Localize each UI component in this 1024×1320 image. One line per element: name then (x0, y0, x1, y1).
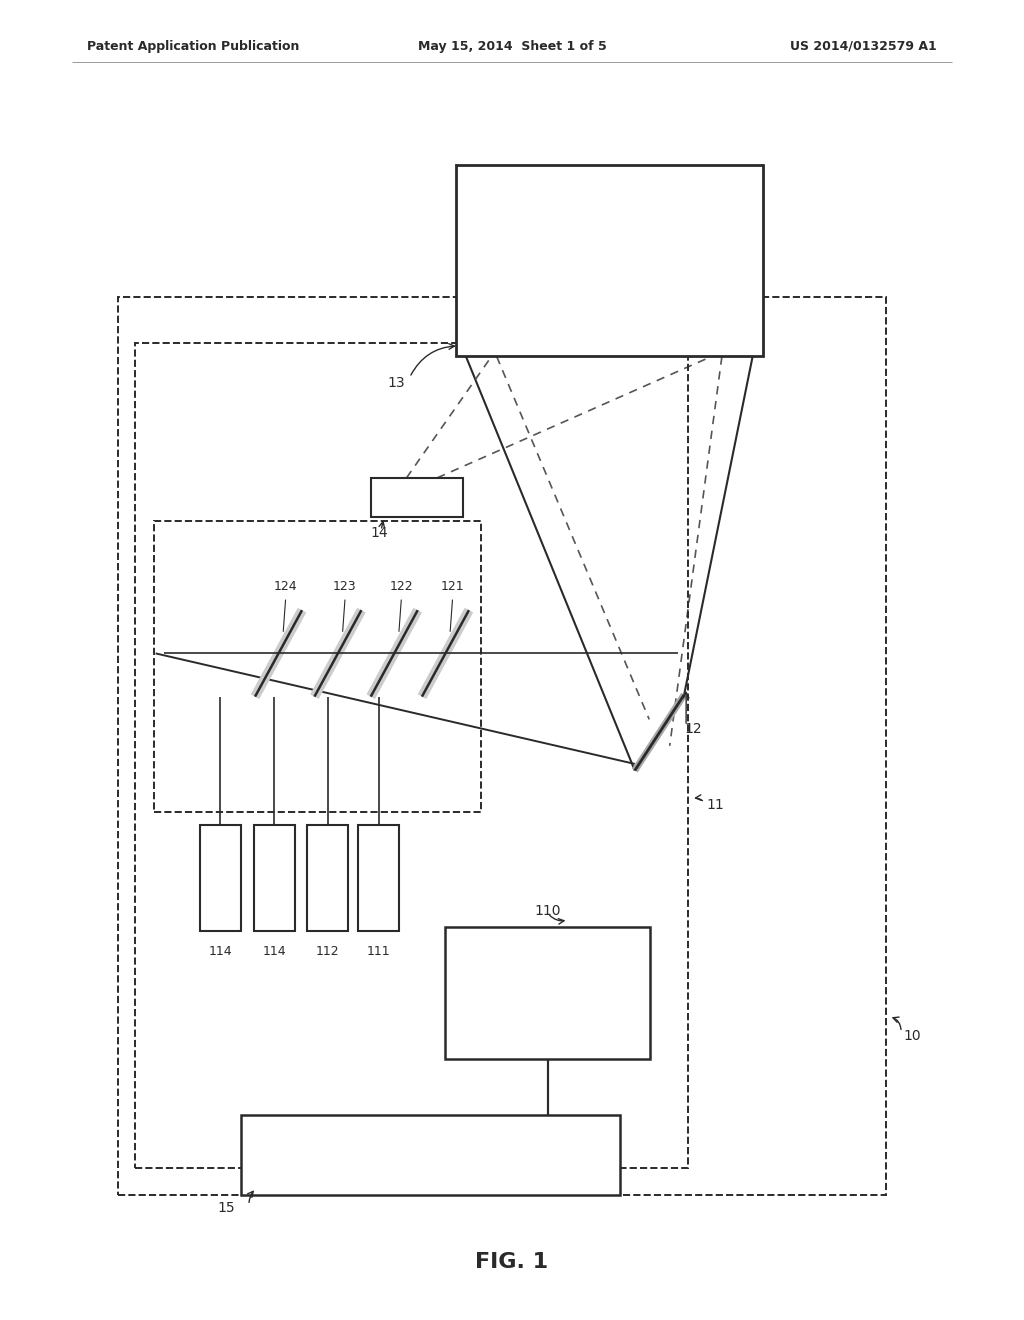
Bar (135, 343, 688, 1168)
Bar (241, 1115, 620, 1195)
Text: 10: 10 (903, 1030, 921, 1043)
Text: 123: 123 (333, 579, 356, 593)
Text: 12: 12 (684, 722, 701, 735)
Text: US 2014/0132579 A1: US 2014/0132579 A1 (791, 40, 937, 53)
Text: Patent Application Publication: Patent Application Publication (87, 40, 299, 53)
Bar (371, 478, 463, 517)
Bar (445, 927, 650, 1059)
Bar (456, 165, 763, 356)
Text: 121: 121 (440, 579, 464, 593)
Bar (307, 825, 348, 931)
Bar (358, 825, 399, 931)
Text: 15: 15 (218, 1201, 236, 1214)
Bar (254, 825, 295, 931)
Text: 13: 13 (387, 376, 404, 389)
Text: 114: 114 (262, 945, 287, 958)
Text: 14: 14 (371, 527, 388, 540)
Text: 111: 111 (367, 945, 391, 958)
Bar (154, 521, 481, 812)
Bar (200, 825, 241, 931)
Text: 11: 11 (707, 799, 724, 812)
Text: 110: 110 (535, 904, 561, 917)
Bar (118, 297, 886, 1195)
Text: May 15, 2014  Sheet 1 of 5: May 15, 2014 Sheet 1 of 5 (418, 40, 606, 53)
Text: FIG. 1: FIG. 1 (475, 1251, 549, 1272)
Text: 114: 114 (208, 945, 232, 958)
Text: 112: 112 (315, 945, 340, 958)
Text: 124: 124 (273, 579, 297, 593)
Text: 122: 122 (389, 579, 413, 593)
